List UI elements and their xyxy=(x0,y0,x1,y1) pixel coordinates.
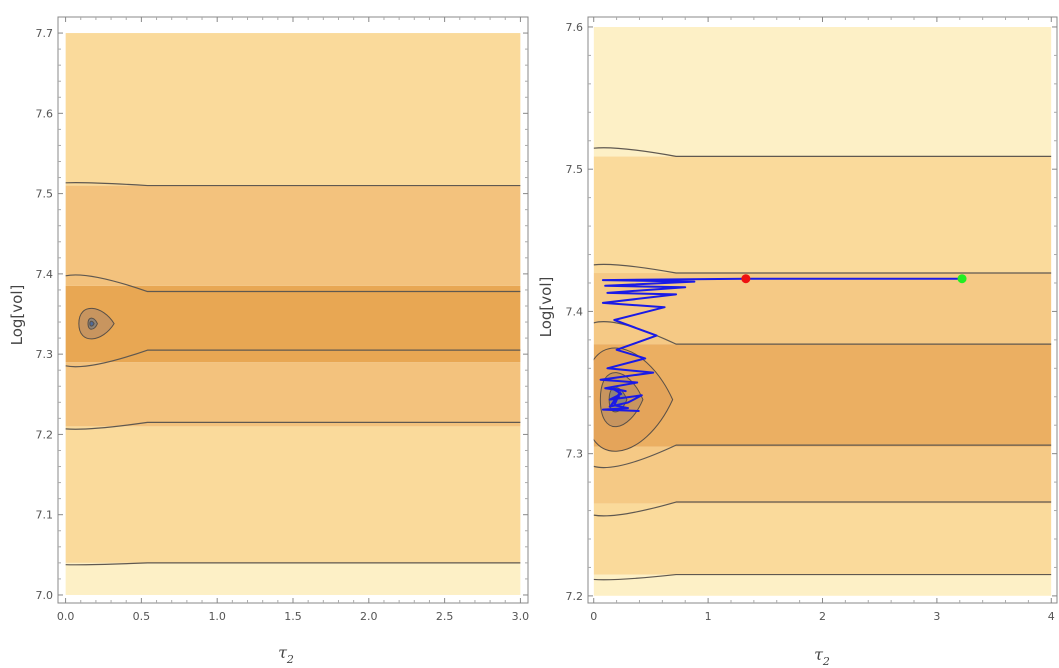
x-tick-label: 0.0 xyxy=(57,610,75,623)
x-tick-label: 0.5 xyxy=(133,610,151,623)
y-tick-label: 7.2 xyxy=(36,428,54,441)
contour-band-5 xyxy=(65,33,521,186)
right-overlay xyxy=(599,274,967,412)
contour-band-6 xyxy=(593,26,1052,157)
y-tick-label: 7.0 xyxy=(36,589,54,602)
right-plot-area xyxy=(593,26,1052,596)
right-contour-plot: 0 1 2 3 4 7.2 7.3 7.4 7.5 7.6 Log[vol] τ2 xyxy=(537,16,1058,668)
y-tick-label: 7.2 xyxy=(566,590,584,603)
right-y-axis-label: Log[vol] xyxy=(537,277,555,338)
x-tick-label: 0 xyxy=(590,610,597,623)
contour-band-2 xyxy=(65,362,521,427)
contour-line-2 xyxy=(65,349,521,368)
contour-band-1 xyxy=(65,426,521,563)
minimum-ring-2 xyxy=(89,320,95,327)
y-tick-label: 7.5 xyxy=(36,188,54,201)
y-tick-label: 7.6 xyxy=(566,21,584,34)
x-tick-label: 3.0 xyxy=(512,610,530,623)
x-tick-label: 1 xyxy=(705,610,712,623)
path-marker-1 xyxy=(957,274,967,284)
x-tick-label: 4 xyxy=(1048,610,1055,623)
x-tick-label: 2.0 xyxy=(360,610,378,623)
contour-line-0 xyxy=(65,562,521,566)
contour-line-3 xyxy=(65,274,521,293)
y-tick-label: 7.6 xyxy=(36,107,54,120)
y-tick-label: 7.5 xyxy=(566,163,584,176)
contour-line-4 xyxy=(593,263,1052,274)
contour-line-2 xyxy=(593,444,1052,469)
left-x-axis-label: τ2 xyxy=(278,643,294,666)
right-contour-lines xyxy=(593,147,1052,581)
contour-band-3 xyxy=(65,285,521,363)
left-contour-plot: 0.0 0.5 1.0 1.5 2.0 2.5 3.0 7.0 7.1 7.2 7.3 7.4 7.5 7… xyxy=(8,16,530,666)
left-ticks: 0.0 0.5 1.0 1.5 2.0 2.5 3.0 7.0 7.1 7.2 7.3 7.4 7.5 7… xyxy=(36,17,530,623)
left-contour-lines xyxy=(65,182,521,566)
right-ticks: 0 1 2 3 4 7.2 7.3 7.4 7.5 7.6 xyxy=(566,17,1057,623)
contour-band-2 xyxy=(593,446,1052,504)
contour-line-4 xyxy=(65,182,521,187)
contour-band-0 xyxy=(65,562,521,595)
contour-band-0 xyxy=(593,574,1052,596)
y-tick-label: 7.4 xyxy=(36,268,54,281)
contour-band-5 xyxy=(593,156,1052,274)
y-tick-label: 7.3 xyxy=(566,448,584,461)
right-x-axis-label: τ2 xyxy=(814,645,830,668)
x-tick-label: 1.5 xyxy=(284,610,302,623)
x-tick-label: 1.0 xyxy=(208,610,226,623)
contour-band-4 xyxy=(65,185,521,286)
x-tick-label: 3 xyxy=(933,610,940,623)
contour-line-0 xyxy=(593,573,1052,581)
contour-band-4 xyxy=(593,273,1052,345)
left-plot-area xyxy=(65,33,521,595)
x-tick-label: 2.5 xyxy=(436,610,454,623)
contour-line-1 xyxy=(593,501,1052,517)
contour-line-5 xyxy=(593,147,1052,157)
y-tick-label: 7.3 xyxy=(36,348,54,361)
contour-line-1 xyxy=(65,421,521,430)
y-tick-label: 7.7 xyxy=(36,27,54,40)
x-tick-label: 2 xyxy=(819,610,826,623)
y-tick-label: 7.4 xyxy=(566,305,584,318)
left-y-axis-label: Log[vol] xyxy=(8,285,26,346)
y-tick-label: 7.1 xyxy=(36,509,54,522)
path-marker-0 xyxy=(741,274,751,284)
optimization-path xyxy=(599,277,963,412)
contour-band-1 xyxy=(593,503,1052,575)
